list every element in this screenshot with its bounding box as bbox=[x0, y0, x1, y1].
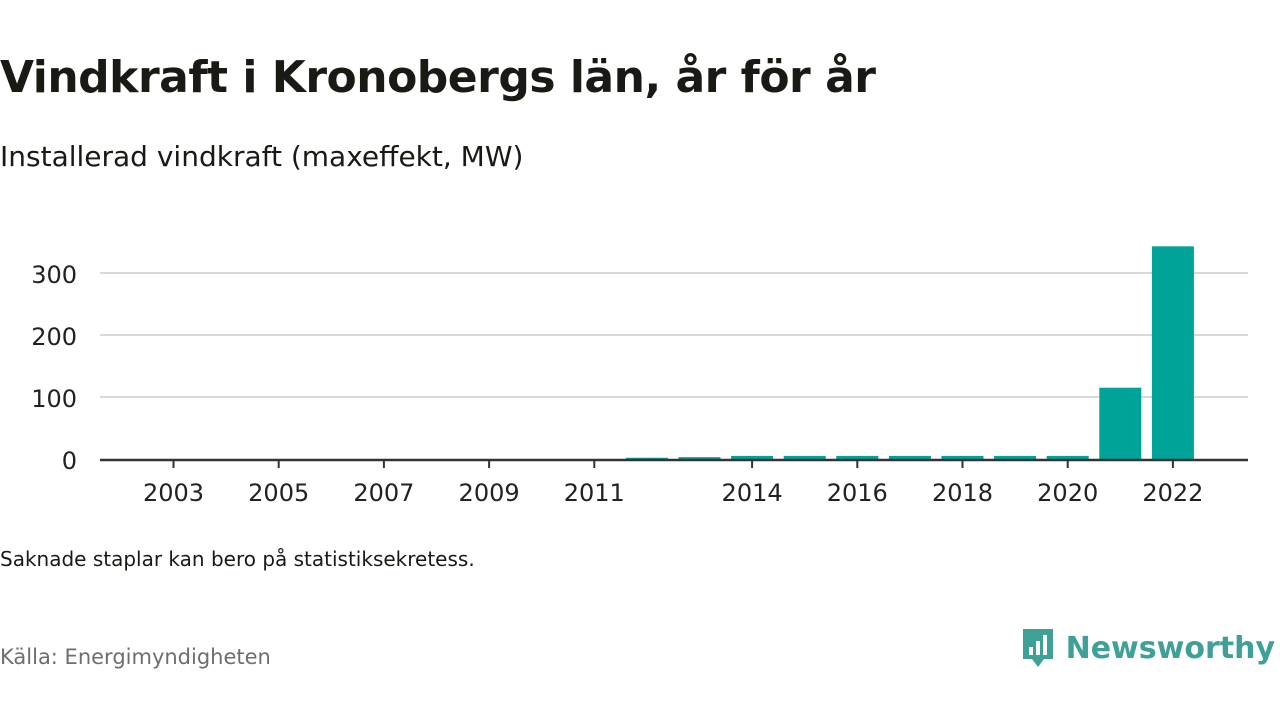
bar-2017 bbox=[888, 455, 931, 459]
bar-2016 bbox=[836, 455, 879, 459]
y-tick-label-200: 200 bbox=[31, 323, 77, 351]
x-tick-label-2018: 2018 bbox=[932, 479, 993, 507]
bar-2019 bbox=[994, 455, 1037, 459]
y-tick-label-100: 100 bbox=[31, 385, 77, 413]
bar-2014 bbox=[731, 455, 774, 459]
footnote: Saknade staplar kan bero på statistiksek… bbox=[0, 547, 475, 571]
bar-2018 bbox=[941, 455, 984, 459]
bar-2020 bbox=[1046, 455, 1089, 459]
x-tick-label-2014: 2014 bbox=[722, 479, 783, 507]
y-tick-label-300: 300 bbox=[31, 261, 77, 289]
bar-2012 bbox=[625, 457, 668, 459]
bar-2021 bbox=[1099, 387, 1142, 459]
newsworthy-logo-icon bbox=[1022, 629, 1053, 667]
x-tick-label-2020: 2020 bbox=[1037, 479, 1098, 507]
newsworthy-logo: Newsworthy bbox=[1020, 626, 1275, 670]
x-tick-label-2016: 2016 bbox=[827, 479, 888, 507]
bar-chart: 0 100 200 300 2003 2005 2007 2009 2011 2014 2016 20… bbox=[31, 246, 1248, 507]
x-tick-label-2011: 2011 bbox=[564, 479, 625, 507]
x-tick-label-2022: 2022 bbox=[1142, 479, 1203, 507]
x-tick-label-2003: 2003 bbox=[143, 479, 204, 507]
source-credit: Källa: Energimyndigheten bbox=[0, 645, 271, 669]
bar-2022 bbox=[1151, 246, 1194, 459]
y-tick-label-0: 0 bbox=[62, 447, 77, 475]
bar-2015 bbox=[783, 455, 826, 459]
newsworthy-logo-text: Newsworthy bbox=[1065, 630, 1275, 666]
x-tick-label-2009: 2009 bbox=[459, 479, 520, 507]
x-tick-label-2007: 2007 bbox=[353, 479, 414, 507]
chart-subtitle: Installerad vindkraft (maxeffekt, MW) bbox=[0, 140, 524, 173]
chart-title: Vindkraft i Kronobergs län, år för år bbox=[0, 52, 876, 103]
bar-2013 bbox=[678, 457, 721, 459]
x-tick-label-2005: 2005 bbox=[248, 479, 309, 507]
